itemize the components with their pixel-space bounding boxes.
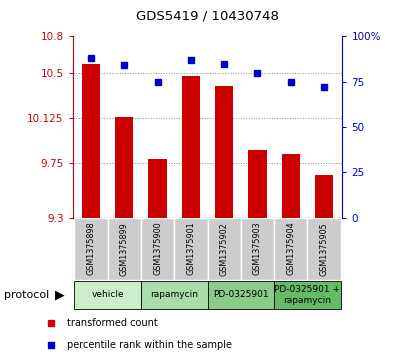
Bar [141,218,174,280]
Text: GSM1375905: GSM1375905 [320,222,329,276]
Bar [208,281,274,309]
Text: protocol: protocol [4,290,49,300]
Bar [282,154,300,218]
Bar [215,86,233,218]
Bar [141,281,208,309]
Bar [308,218,341,280]
Bar [149,159,167,218]
Bar [182,76,200,218]
Text: PD-0325901: PD-0325901 [213,290,269,299]
Bar [315,175,333,218]
Bar [115,117,133,218]
Text: GDS5419 / 10430748: GDS5419 / 10430748 [136,9,279,22]
Text: GSM1375902: GSM1375902 [220,222,229,276]
Bar [74,281,141,309]
Bar [82,64,100,218]
Text: GSM1375900: GSM1375900 [153,222,162,276]
Text: GSM1375903: GSM1375903 [253,222,262,276]
Bar [274,281,341,309]
Bar [248,150,266,218]
Text: GSM1375898: GSM1375898 [86,222,95,276]
Bar [74,218,107,280]
Text: GSM1375904: GSM1375904 [286,222,295,276]
Bar [107,218,141,280]
Text: PD-0325901 +
rapamycin: PD-0325901 + rapamycin [274,285,340,305]
Bar [274,218,308,280]
Text: ▶: ▶ [55,289,65,301]
Text: GSM1375899: GSM1375899 [120,222,129,276]
Text: transformed count: transformed count [67,318,158,328]
Text: rapamycin: rapamycin [150,290,198,299]
Text: percentile rank within the sample: percentile rank within the sample [67,340,232,350]
Text: vehicle: vehicle [91,290,124,299]
Bar [241,218,274,280]
Bar [174,218,208,280]
Bar [208,218,241,280]
Text: GSM1375901: GSM1375901 [186,222,195,276]
